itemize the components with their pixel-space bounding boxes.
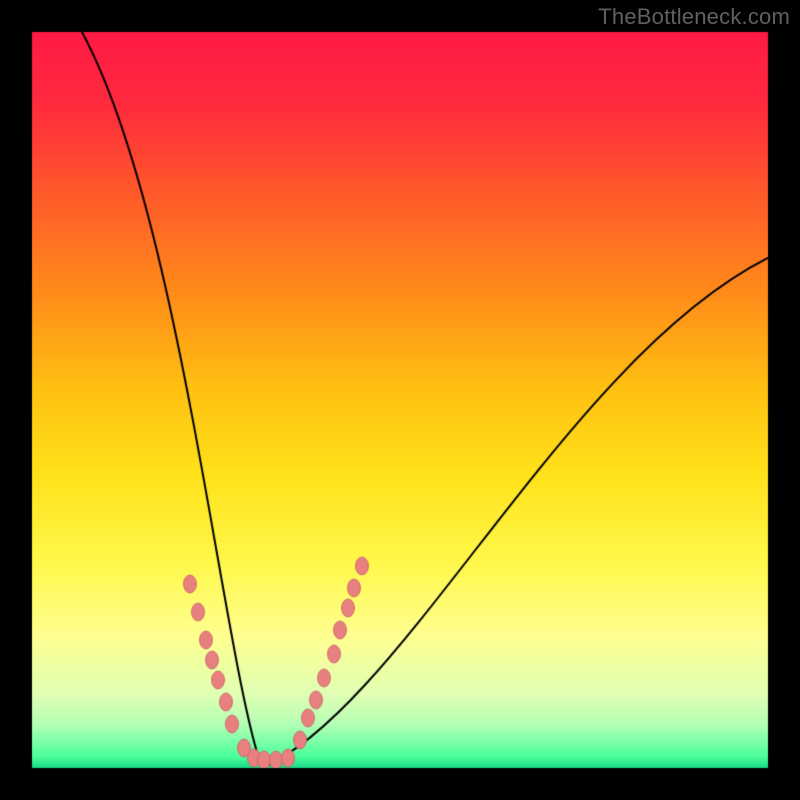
source-watermark: TheBottleneck.com bbox=[598, 4, 790, 30]
bottleneck-chart-canvas bbox=[0, 0, 800, 800]
chart-root: TheBottleneck.com bbox=[0, 0, 800, 800]
